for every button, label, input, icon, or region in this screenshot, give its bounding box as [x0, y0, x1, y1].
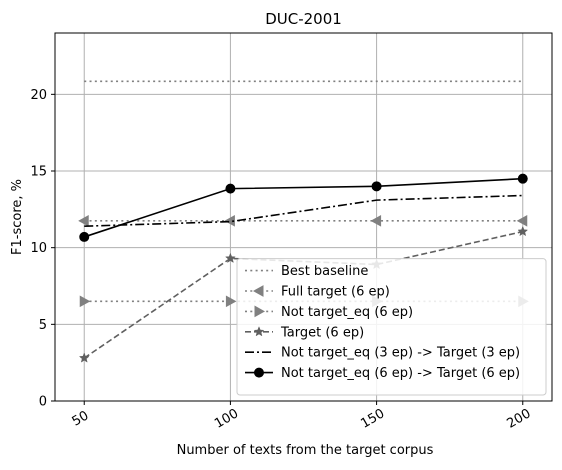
legend-marker — [253, 326, 265, 337]
series-5 — [79, 173, 528, 242]
data-point — [79, 231, 90, 242]
data-point — [371, 181, 382, 192]
chart-title: DUC-2001 — [265, 10, 342, 28]
y-ticks: 0 5 10 15 20 — [30, 88, 55, 410]
legend-label: Best baseline — [281, 264, 368, 279]
x-ticks: 50 100 150 200 — [70, 401, 534, 432]
x-tick-label: 50 — [70, 408, 92, 429]
legend-label: Target (6 ep) — [280, 325, 364, 340]
data-point — [225, 183, 236, 194]
data-point — [224, 214, 235, 227]
y-tick-label: 15 — [30, 165, 47, 180]
legend-marker — [254, 305, 266, 318]
data-point — [516, 214, 528, 227]
legend-entry-3: Target (6 ep) — [245, 325, 364, 340]
legend-marker — [252, 285, 264, 297]
legend-entry-5: Not target_eq (6 ep) -> Target (6 ep) — [245, 366, 520, 381]
legend-label: Full target (6 ep) — [281, 285, 390, 300]
data-point — [370, 214, 382, 227]
x-axis-label: Number of texts from the target corpus — [177, 443, 434, 458]
x-tick-label: 200 — [505, 406, 534, 431]
series-1 — [78, 214, 528, 227]
series-line — [84, 194, 523, 227]
y-axis-label: F1-score, % — [10, 179, 25, 255]
legend-label: Not target_eq (6 ep) — [281, 305, 413, 320]
data-point — [517, 225, 529, 237]
y-tick-label: 20 — [30, 88, 47, 103]
legend-entry-0: Best baseline — [245, 264, 368, 279]
legend-label: Not target_eq (6 ep) -> Target (6 ep) — [281, 366, 520, 381]
legend-label: Not target_eq (3 ep) -> Target (3 ep) — [281, 346, 520, 361]
series-4 — [84, 194, 523, 227]
plot-frame — [54, 32, 553, 402]
y-tick-label: 5 — [39, 318, 47, 333]
legend-entry-4: Not target_eq (3 ep) -> Target (3 ep) — [245, 346, 520, 361]
x-tick-label: 150 — [358, 406, 387, 431]
data-point — [517, 173, 528, 184]
legend-entry-1: Full target (6 ep) — [245, 285, 390, 300]
y-tick-label: 10 — [30, 241, 47, 256]
data-point — [78, 214, 89, 227]
legend-entry-2: Not target_eq (6 ep) — [245, 305, 413, 320]
data-point — [225, 252, 236, 263]
legend-marker — [254, 367, 264, 378]
data-point — [225, 295, 237, 308]
y-tick-label: 0 — [39, 395, 47, 410]
legend: Best baseline Full target (6 ep) Not targe… — [236, 258, 547, 396]
x-tick-label: 100 — [212, 406, 241, 431]
legend-box — [236, 258, 547, 396]
series-line — [83, 177, 523, 238]
series-line — [83, 230, 523, 359]
data-point — [78, 352, 90, 363]
data-point — [79, 295, 91, 308]
